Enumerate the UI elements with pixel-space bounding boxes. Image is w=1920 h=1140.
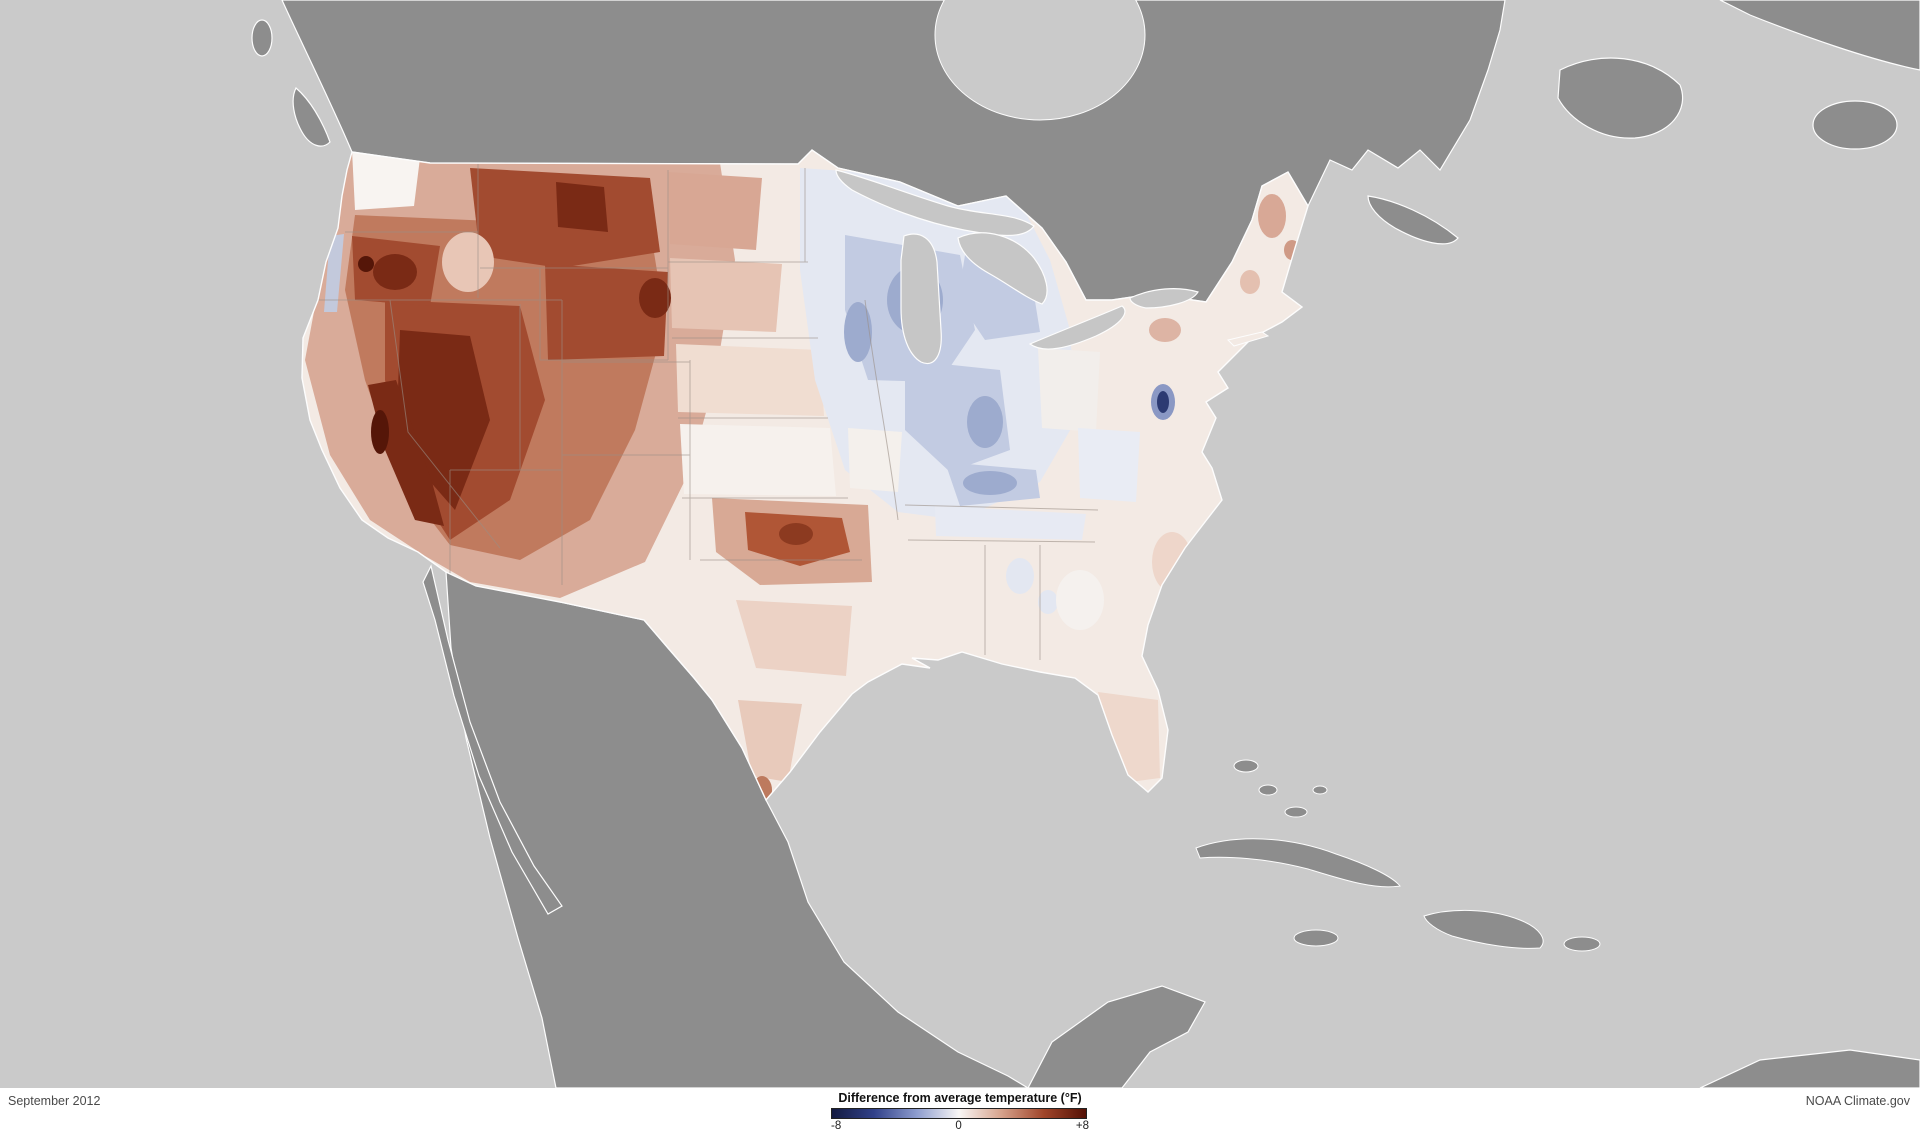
jamaica-island [1293,929,1339,947]
caribbean-islands [1195,759,1601,952]
cuba-island [1195,838,1401,888]
legend-zero-label: 0 [955,1120,962,1132]
canada-landmass [251,0,1920,303]
temperature-legend: Difference from average temperature (°F)… [831,1091,1089,1132]
hudson-bay [934,0,1146,121]
footer-bar: September 2012 Difference from average t… [0,1088,1920,1140]
temperature-anomaly-map [251,0,1920,1088]
great-lakes [835,169,1199,365]
attribution-label: NOAA Climate.gov [1805,1094,1910,1108]
north-america-map [251,0,1920,1088]
lake-ontario [1129,288,1199,309]
legend-tick-labels: -8 0 +8 [831,1120,1089,1132]
legend-colorbar [831,1108,1087,1119]
map-date-label: September 2012 [8,1094,101,1108]
lake-michigan [900,233,942,365]
legend-title: Difference from average temperature (°F) [838,1091,1082,1105]
legend-min-label: -8 [831,1120,842,1132]
legend-max-label: +8 [1075,1120,1089,1132]
lake-superior [835,169,1035,237]
hispaniola-island [1423,909,1544,949]
lake-huron [957,232,1048,305]
state-borders [318,164,1099,660]
long-island [1227,331,1270,347]
us-coastline [301,149,1309,802]
lake-erie [1028,305,1126,350]
